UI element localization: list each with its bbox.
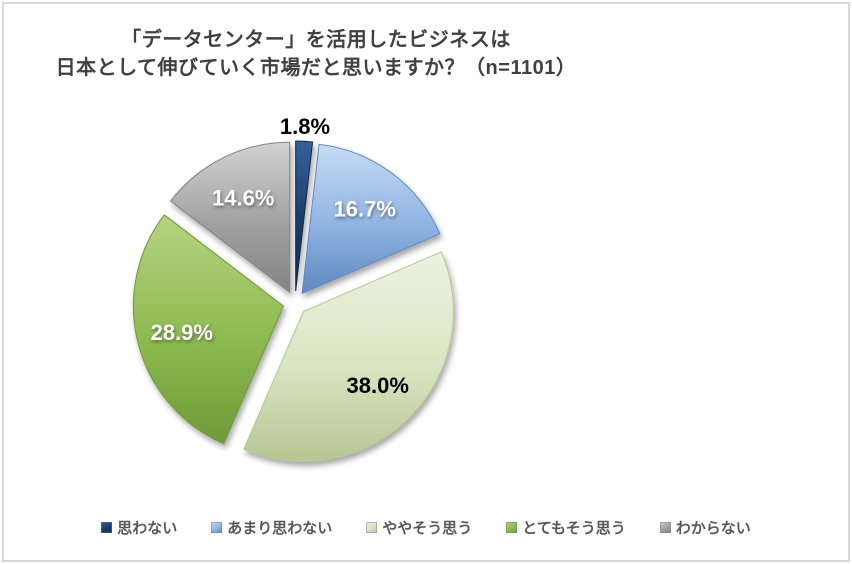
chart-title-line1: 「データセンター」を活用したビジネスは xyxy=(121,29,511,51)
pie-slice-1 xyxy=(301,143,441,295)
legend-label: とてもそう思う xyxy=(522,520,626,537)
legend-swatch xyxy=(211,522,223,533)
legend-swatch xyxy=(366,522,378,533)
legend-item-4: わからない xyxy=(659,517,751,538)
legend-item-0: 思わない xyxy=(101,517,177,538)
chart-title: 「データセンター」を活用したビジネスは 日本として伸びていく市場だと思いますか？… xyxy=(10,26,622,82)
chart-title-line2: 日本として伸びていく市場だと思いますか？（n=1101） xyxy=(55,57,577,79)
pie-slice-0 xyxy=(295,140,314,292)
slice-value-label: 28.9% xyxy=(151,320,213,345)
slice-value-label: 38.0% xyxy=(347,373,409,398)
legend-label: ややそう思う xyxy=(382,520,473,537)
legend-label: 思わない xyxy=(117,520,178,537)
legend-item-3: とてもそう思う xyxy=(506,517,626,538)
legend-label: わからない xyxy=(675,520,751,537)
pie-slice-3 xyxy=(132,214,285,445)
pie-slice-4 xyxy=(169,141,291,294)
legend-item-1: あまり思わない xyxy=(211,517,332,538)
slice-value-label: 16.7% xyxy=(334,197,396,222)
legend-swatch xyxy=(101,522,113,533)
slice-value-label: 14.6% xyxy=(212,186,274,211)
legend: 思わない あまり思わない ややそう思う とてもそう思う わからない xyxy=(0,517,852,538)
legend-label: あまり思わない xyxy=(227,520,333,537)
legend-swatch xyxy=(506,522,518,533)
legend-item-2: ややそう思う xyxy=(366,517,472,538)
legend-swatch xyxy=(659,522,671,533)
pie-slice-2 xyxy=(243,251,454,462)
slice-value-label: 1.8% xyxy=(280,114,330,139)
